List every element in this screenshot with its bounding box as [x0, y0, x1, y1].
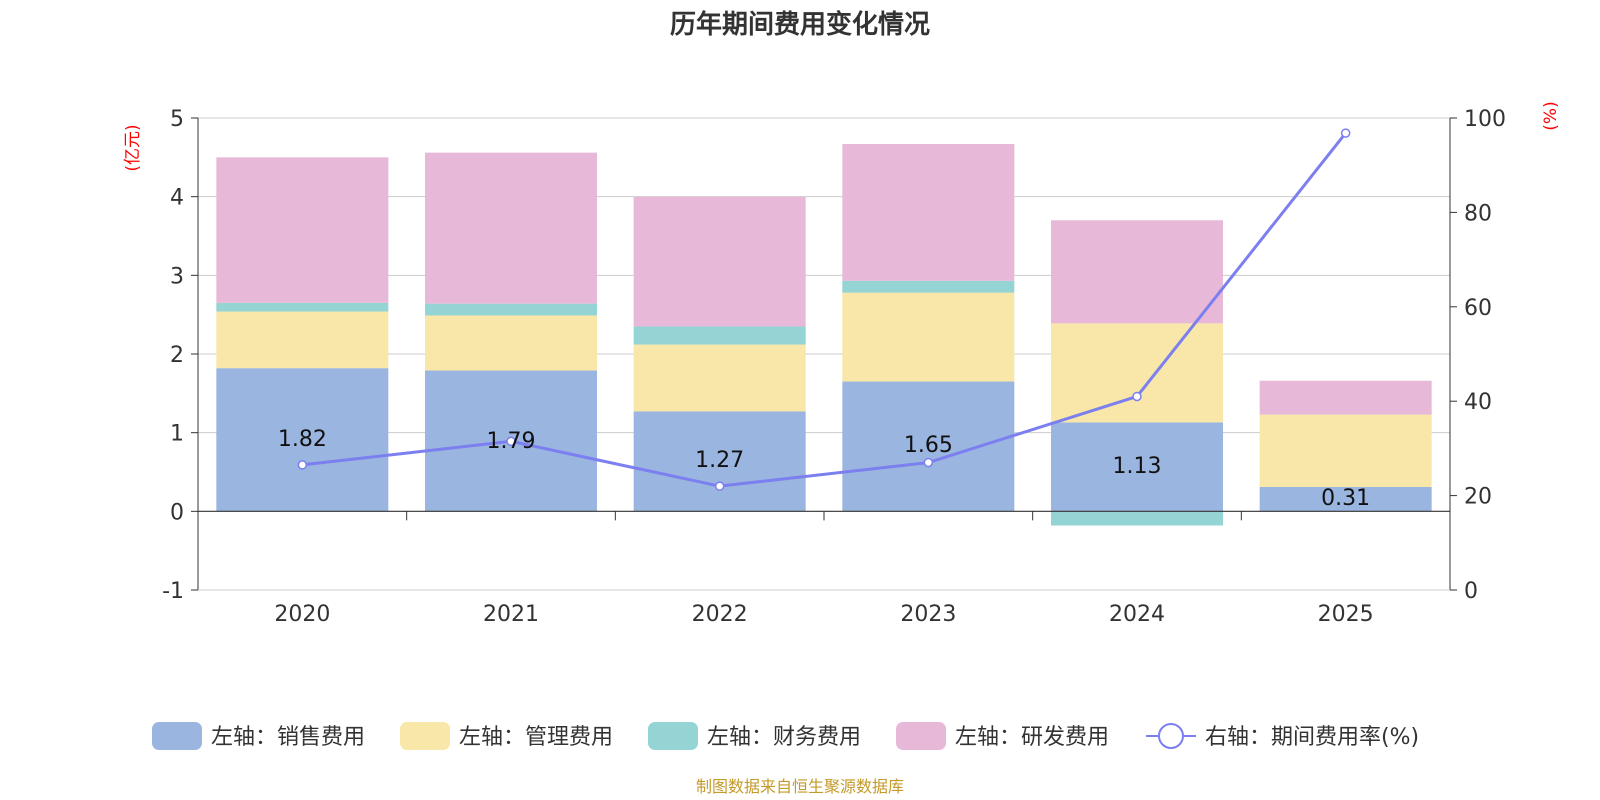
left-tick-label: 0: [170, 500, 184, 525]
legend-swatch[interactable]: [896, 722, 946, 750]
bar-segment: [1051, 323, 1223, 423]
source-note: 制图数据来自恒生聚源数据库: [696, 777, 904, 796]
data-label: 1.27: [695, 448, 744, 473]
bar-segment: [842, 143, 1015, 281]
bar-segment: [842, 292, 1015, 382]
left-axis-unit: (亿元): [123, 124, 143, 171]
right-tick-label: 40: [1464, 390, 1492, 415]
data-labels: 1.82 1.79 1.27 1.65 1.13 0.31: [278, 427, 1370, 511]
legend-swatch[interactable]: [648, 722, 698, 750]
bar-segment: [842, 280, 1015, 293]
left-tick-label: 4: [170, 186, 184, 211]
legend-swatch[interactable]: [400, 722, 450, 750]
left-tick-label: 1: [170, 422, 184, 447]
right-tick-label: 80: [1464, 201, 1492, 226]
rate-point: [923, 457, 934, 468]
right-tick-label: 60: [1464, 296, 1492, 321]
x-tick-label: 2024: [1109, 602, 1165, 627]
legend-label[interactable]: 右轴：期间费用率(%): [1205, 725, 1419, 750]
bar-segment: [216, 302, 389, 312]
data-label: 1.79: [487, 429, 536, 454]
x-tick-label: 2023: [900, 602, 956, 627]
chart-title: 历年期间费用变化情况: [670, 9, 930, 40]
x-tick-label: 2022: [692, 602, 748, 627]
left-tick-label: 2: [170, 343, 184, 368]
bar-segment: [216, 368, 389, 512]
data-label: 1.82: [278, 427, 327, 452]
legend-label[interactable]: 左轴：管理费用: [459, 725, 613, 750]
bar-segment: [842, 381, 1015, 512]
bar-segment: [1259, 380, 1432, 415]
bar-segment: [425, 152, 597, 304]
legend-line-marker[interactable]: [1158, 723, 1184, 749]
rate-line: [297, 128, 1351, 491]
right-tick-label: 0: [1464, 579, 1478, 604]
x-tick-label: 2021: [483, 602, 539, 627]
bar-segment: [216, 157, 389, 303]
rate-point: [1132, 391, 1142, 402]
data-label: 0.31: [1321, 486, 1370, 511]
rate-point: [297, 460, 308, 470]
right-tick-label: 20: [1464, 485, 1492, 510]
bar-segment: [1051, 511, 1223, 526]
bar-segment: [425, 315, 597, 371]
bar-segment: [1259, 414, 1432, 487]
bar-segment: [633, 344, 806, 412]
bar-segment: [216, 311, 389, 369]
left-tick-label: -1: [162, 579, 184, 604]
data-label: 1.65: [904, 433, 953, 458]
bar-segment: [633, 326, 806, 345]
left-tick-label: 5: [170, 107, 184, 132]
legend-swatch[interactable]: [152, 722, 202, 750]
bar-segment: [425, 303, 597, 316]
rate-point: [714, 481, 725, 491]
legend: 左轴：销售费用 左轴：管理费用 左轴：财务费用 左轴：研发费用 右轴：期间费用率(%): [152, 722, 1419, 750]
bar-segment: [633, 411, 806, 512]
right-tick-label: 100: [1464, 107, 1506, 132]
axes: -1 0 1 2 3 4 5 0 20 40 60 80 100 2020 2021 2022 2023 2024…: [162, 107, 1506, 627]
data-label: 1.13: [1113, 454, 1162, 479]
rate-line-path: [302, 132, 1347, 488]
bar-segment: [633, 196, 806, 327]
bar-segment: [1259, 486, 1432, 512]
x-tick-label: 2025: [1318, 602, 1374, 627]
legend-label[interactable]: 左轴：财务费用: [707, 725, 861, 750]
bar-segment: [1051, 422, 1223, 512]
rate-point: [506, 436, 516, 447]
x-tick-label: 2020: [274, 602, 330, 627]
bars: [216, 143, 1432, 526]
legend-label[interactable]: 左轴：销售费用: [211, 725, 365, 750]
legend-label[interactable]: 左轴：研发费用: [955, 725, 1109, 750]
left-tick-label: 3: [170, 264, 184, 289]
right-axis-unit: (%): [1541, 101, 1561, 130]
bar-segment: [1051, 220, 1223, 324]
rate-point: [1340, 128, 1351, 138]
